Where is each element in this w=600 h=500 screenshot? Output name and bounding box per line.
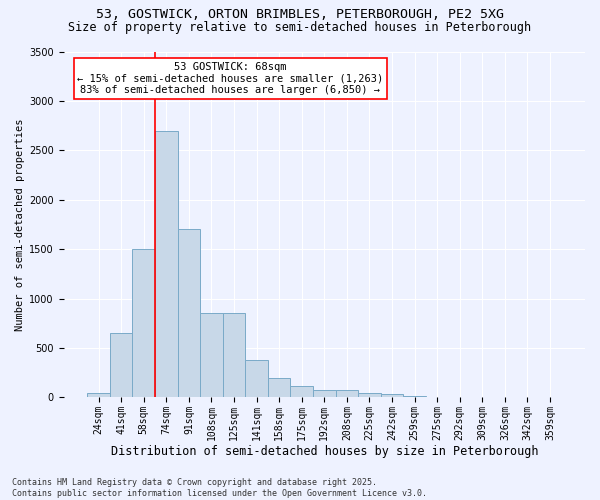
Bar: [381, 394, 403, 398]
Bar: [335, 390, 358, 398]
Bar: [223, 314, 245, 398]
Bar: [155, 130, 178, 398]
Bar: [133, 249, 155, 398]
Bar: [245, 360, 268, 398]
Text: 53 GOSTWICK: 68sqm
← 15% of semi-detached houses are smaller (1,263)
83% of semi: 53 GOSTWICK: 68sqm ← 15% of semi-detache…: [77, 62, 383, 95]
Bar: [110, 333, 133, 398]
Y-axis label: Number of semi-detached properties: Number of semi-detached properties: [15, 118, 25, 330]
Bar: [403, 396, 426, 398]
Bar: [268, 378, 290, 398]
Bar: [178, 230, 200, 398]
Bar: [88, 392, 110, 398]
Bar: [358, 392, 381, 398]
Bar: [313, 390, 335, 398]
Bar: [290, 386, 313, 398]
Bar: [200, 314, 223, 398]
Text: Contains HM Land Registry data © Crown copyright and database right 2025.
Contai: Contains HM Land Registry data © Crown c…: [12, 478, 427, 498]
X-axis label: Distribution of semi-detached houses by size in Peterborough: Distribution of semi-detached houses by …: [110, 444, 538, 458]
Text: 53, GOSTWICK, ORTON BRIMBLES, PETERBOROUGH, PE2 5XG: 53, GOSTWICK, ORTON BRIMBLES, PETERBOROU…: [96, 8, 504, 20]
Text: Size of property relative to semi-detached houses in Peterborough: Size of property relative to semi-detach…: [68, 21, 532, 34]
